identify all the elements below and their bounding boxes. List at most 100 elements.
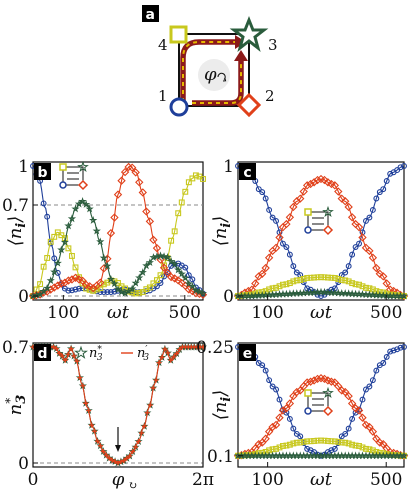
data-point	[54, 346, 59, 352]
data-point	[53, 281, 62, 290]
data-point	[182, 264, 189, 271]
data-point	[56, 350, 62, 356]
inset-plaquette-frame	[307, 211, 329, 231]
data-point	[177, 347, 182, 352]
data-point	[366, 383, 373, 390]
data-point	[131, 168, 140, 177]
data-point	[92, 226, 101, 235]
data-point	[335, 438, 342, 445]
data-point	[318, 274, 324, 281]
data-point	[51, 344, 56, 350]
data-point	[349, 416, 356, 422]
data-point	[195, 287, 204, 296]
data-point	[282, 404, 291, 413]
plot-frame	[237, 342, 405, 468]
site-label-3: 3	[268, 36, 278, 54]
data-point	[380, 186, 387, 193]
data-point	[259, 362, 266, 369]
x-axis-label: ωt	[107, 302, 130, 323]
data-point	[72, 286, 79, 293]
data-point	[60, 278, 70, 287]
data-point	[69, 252, 75, 259]
y-axis-label-sub: i	[219, 397, 234, 402]
data-point	[307, 274, 314, 281]
data-point	[283, 442, 290, 449]
data-point	[331, 445, 338, 452]
data-point	[361, 420, 371, 430]
data-point	[130, 449, 136, 454]
data-point	[136, 289, 143, 296]
data-point	[390, 347, 397, 354]
data-point	[352, 281, 359, 288]
data-point	[366, 214, 373, 221]
inset-arrows	[67, 172, 79, 180]
data-point	[65, 287, 72, 294]
series-red	[233, 373, 409, 460]
data-point	[338, 277, 345, 283]
data-point	[78, 276, 87, 285]
data-point	[349, 280, 356, 287]
data-point	[349, 441, 356, 448]
data-point	[67, 275, 77, 284]
data-point	[309, 178, 319, 187]
y-axis-label-main: n	[5, 404, 26, 416]
data-point	[359, 444, 366, 451]
trajectory-path-stripes	[182, 41, 238, 102]
data-point	[276, 444, 283, 451]
data-point	[342, 439, 349, 446]
data-point	[80, 383, 86, 389]
data-point	[136, 439, 141, 444]
data-point	[299, 187, 308, 196]
flux-label: φ	[204, 64, 217, 85]
data-point	[334, 187, 343, 196]
data-point	[43, 283, 52, 292]
site-label-4: 4	[158, 36, 168, 54]
data-point	[271, 420, 281, 430]
panel-label: a	[146, 7, 155, 23]
data-point	[297, 433, 304, 440]
data-point	[363, 386, 369, 393]
data-point	[156, 360, 162, 366]
data-point	[344, 202, 353, 212]
data-point	[387, 348, 394, 355]
data-point	[283, 281, 290, 288]
inset-site-1	[304, 407, 312, 415]
inset-site-4	[304, 208, 312, 216]
y-tick-label: 0.1	[207, 447, 234, 467]
data-point	[132, 290, 139, 297]
data-point	[104, 289, 111, 296]
data-point	[369, 377, 376, 384]
data-point	[103, 261, 112, 270]
trajectory-path-2	[192, 58, 244, 106]
panel-label: c	[243, 165, 251, 181]
data-point	[44, 213, 51, 220]
data-point	[184, 279, 193, 288]
data-point	[261, 263, 270, 273]
data-point	[46, 276, 55, 285]
data-point	[192, 172, 199, 179]
diagram-panel-a: a φ 1 2 3 4	[142, 5, 278, 118]
data-point	[181, 273, 190, 282]
data-point	[159, 354, 165, 360]
data-point	[282, 219, 291, 229]
data-point	[133, 444, 138, 450]
data-point	[261, 434, 270, 443]
data-point	[139, 430, 144, 436]
series-line	[32, 165, 204, 297]
series-line	[237, 377, 405, 457]
series-green	[233, 451, 409, 460]
data-point	[156, 251, 165, 260]
series-green	[28, 197, 208, 300]
data-point	[76, 285, 82, 292]
data-point	[113, 190, 123, 199]
inset-site-2	[322, 405, 334, 417]
y-axis-label-main: ⟨n	[210, 402, 231, 421]
data-point	[64, 276, 73, 285]
y-axis-label-close: ⟩	[5, 216, 26, 224]
data-point	[338, 439, 345, 446]
data-point	[314, 274, 321, 281]
y-axis-label-close: ⟩	[210, 390, 231, 398]
data-point	[399, 451, 409, 460]
data-point	[283, 244, 290, 250]
data-point	[354, 406, 364, 415]
